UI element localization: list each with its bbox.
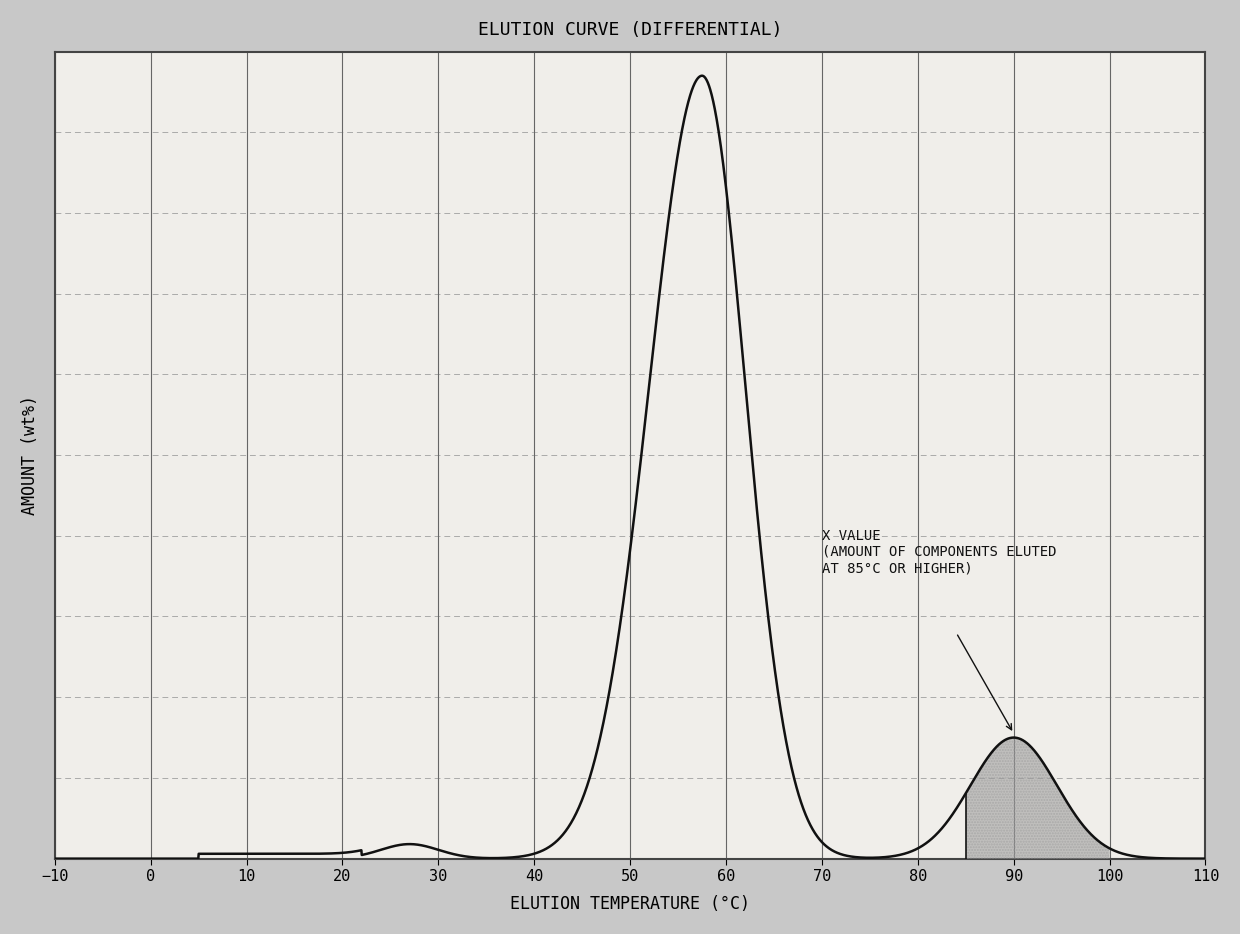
X-axis label: ELUTION TEMPERATURE (°C): ELUTION TEMPERATURE (°C) xyxy=(510,895,750,913)
Title: ELUTION CURVE (DIFFERENTIAL): ELUTION CURVE (DIFFERENTIAL) xyxy=(477,21,782,39)
Text: X VALUE
(AMOUNT OF COMPONENTS ELUTED
AT 85°C OR HIGHER): X VALUE (AMOUNT OF COMPONENTS ELUTED AT … xyxy=(822,529,1056,575)
Y-axis label: AMOUNT (wt%): AMOUNT (wt%) xyxy=(21,395,38,515)
